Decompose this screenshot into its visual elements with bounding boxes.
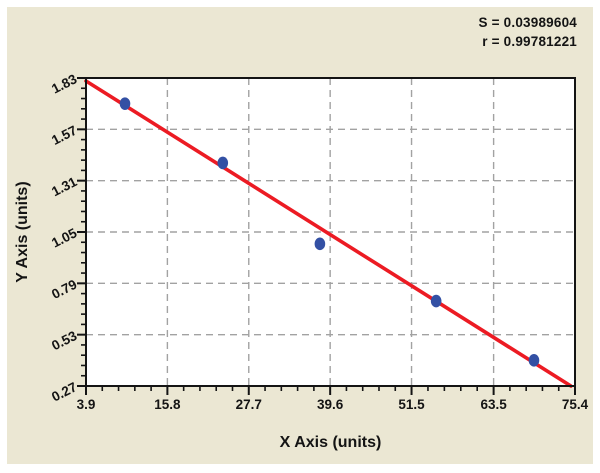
data-point bbox=[430, 294, 442, 308]
s-value-label: S = 0.03989604 bbox=[478, 15, 577, 30]
data-point bbox=[119, 97, 131, 110]
y-tick-label: 1.31 bbox=[49, 174, 80, 200]
x-tick-label: 3.9 bbox=[77, 397, 96, 412]
y-tick-label: 0.79 bbox=[49, 277, 79, 302]
x-axis-title: X Axis (units) bbox=[279, 434, 382, 451]
y-tick-label: 0.27 bbox=[49, 379, 79, 404]
y-tick-label: 1.05 bbox=[49, 225, 80, 251]
y-tick-label: 0.53 bbox=[49, 328, 80, 354]
data-point bbox=[528, 354, 540, 367]
x-tick-label: 75.4 bbox=[562, 397, 589, 412]
x-tick-label: 51.5 bbox=[398, 397, 425, 412]
data-point bbox=[217, 156, 229, 170]
y-tick-label: 1.57 bbox=[49, 123, 79, 148]
y-axis-title: Y Axis (units) bbox=[14, 181, 31, 283]
stats-annotation: S = 0.03989604 r = 0.99781221 bbox=[478, 13, 577, 51]
x-tick-label: 39.6 bbox=[317, 397, 344, 412]
r-value-label: r = 0.99781221 bbox=[482, 34, 577, 49]
x-tick-label: 63.5 bbox=[480, 397, 507, 412]
data-point bbox=[314, 237, 326, 251]
x-tick-label: 27.7 bbox=[236, 397, 262, 412]
x-tick-label: 15.8 bbox=[154, 397, 181, 412]
regression-line bbox=[84, 79, 573, 388]
y-tick-label: 1.83 bbox=[49, 71, 80, 97]
